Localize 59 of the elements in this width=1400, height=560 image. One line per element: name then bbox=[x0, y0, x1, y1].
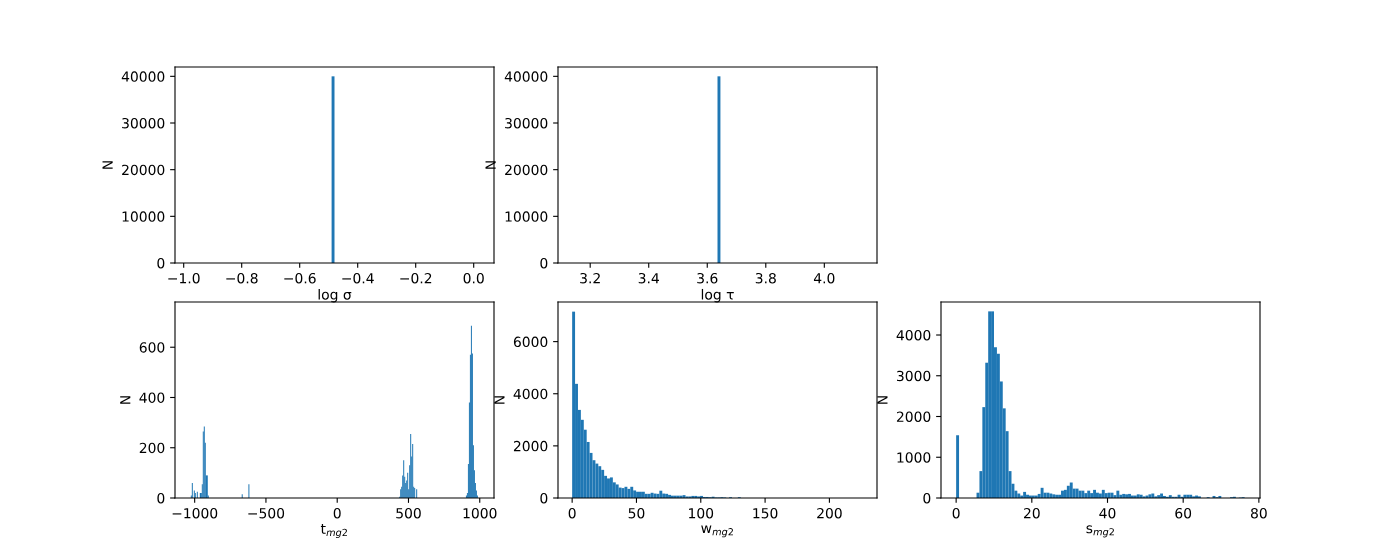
y-tick-label: 600 bbox=[139, 342, 165, 353]
x-tick-label: 0 bbox=[568, 507, 576, 519]
x-tick-label: 80 bbox=[1250, 507, 1267, 519]
y-tick-label: 0 bbox=[923, 492, 931, 504]
y-tick-label: 400 bbox=[139, 392, 165, 403]
x-tick-label: 3.8 bbox=[755, 272, 776, 284]
y-axis-title: N bbox=[877, 396, 888, 404]
x-axis-title: t$_{mg2}$ bbox=[320, 523, 347, 538]
y-tick-label: 20000 bbox=[505, 164, 548, 176]
y-tick-label: 20000 bbox=[122, 164, 165, 176]
x-tick-label: 0 bbox=[952, 507, 960, 519]
x-tick-label: 500 bbox=[396, 507, 421, 519]
y-tick-label: 10000 bbox=[122, 211, 165, 222]
x-tick-label: 150 bbox=[753, 507, 778, 519]
x-tick-label: 40 bbox=[1099, 507, 1116, 519]
x-tick-label: −0.8 bbox=[226, 272, 258, 284]
x-tick-label: −1.0 bbox=[168, 272, 200, 284]
y-tick-label: 2000 bbox=[513, 440, 548, 452]
y-tick-label: 40000 bbox=[504, 71, 548, 82]
y-axis-title: N bbox=[494, 396, 505, 404]
y-tick-label: 6000 bbox=[513, 336, 548, 348]
x-tick-label: 60 bbox=[1175, 507, 1192, 519]
y-tick-label: 200 bbox=[139, 442, 165, 454]
x-tick-label: 4.0 bbox=[813, 272, 835, 284]
y-tick-label: 4000 bbox=[896, 329, 931, 341]
x-tick-label: 20 bbox=[1024, 507, 1040, 519]
y-tick-label: 0 bbox=[540, 492, 548, 504]
y-tick-label: 40000 bbox=[121, 71, 165, 82]
y-tick-label: 3000 bbox=[896, 370, 931, 382]
y-axis-title: N bbox=[485, 161, 496, 169]
x-tick-label: 50 bbox=[628, 507, 645, 519]
y-tick-label: 0 bbox=[157, 257, 165, 269]
y-tick-label: 10000 bbox=[505, 211, 548, 222]
y-axis-title: N bbox=[102, 161, 113, 169]
y-tick-label: 30000 bbox=[505, 117, 548, 129]
y-tick-label: 4000 bbox=[513, 388, 548, 400]
x-tick-label: 1000 bbox=[463, 507, 497, 519]
x-tick-label: 200 bbox=[817, 507, 842, 519]
x-tick-label: −0.2 bbox=[400, 272, 432, 284]
x-tick-label: −0.4 bbox=[342, 272, 374, 284]
x-axis-title: s$_{mg2}$ bbox=[1086, 525, 1114, 538]
x-tick-label: 3.2 bbox=[580, 272, 600, 284]
y-tick-label: 1000 bbox=[897, 452, 931, 463]
x-tick-label: 0.0 bbox=[463, 272, 484, 284]
y-tick-label: 30000 bbox=[122, 117, 165, 129]
x-tick-label: 0 bbox=[333, 507, 341, 519]
x-tick-label: 3.4 bbox=[638, 272, 659, 284]
x-axis-title: w$_{mg2}$ bbox=[701, 525, 733, 538]
y-tick-label: 2000 bbox=[896, 411, 931, 422]
x-axis-title: log σ bbox=[318, 288, 352, 303]
y-tick-label: 0 bbox=[540, 257, 548, 269]
x-tick-label: 3.6 bbox=[697, 272, 718, 284]
y-tick-label: 0 bbox=[157, 492, 165, 504]
y-axis-title: N bbox=[120, 396, 131, 404]
x-tick-label: −500 bbox=[248, 507, 285, 519]
x-tick-label: 100 bbox=[689, 507, 714, 519]
x-tick-label: −1000 bbox=[172, 507, 218, 519]
x-tick-label: −0.6 bbox=[284, 272, 316, 284]
x-axis-title: log τ bbox=[701, 288, 734, 303]
